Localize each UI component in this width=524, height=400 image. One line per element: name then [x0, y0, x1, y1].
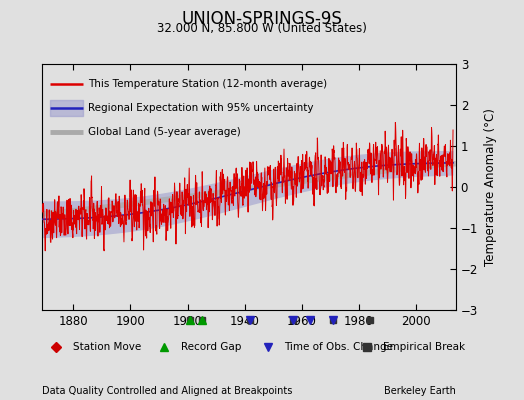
Text: This Temperature Station (12-month average): This Temperature Station (12-month avera…: [88, 79, 328, 89]
Text: 32.000 N, 85.800 W (United States): 32.000 N, 85.800 W (United States): [157, 22, 367, 35]
Text: UNION-SPRINGS-9S: UNION-SPRINGS-9S: [181, 10, 343, 28]
Text: Berkeley Earth: Berkeley Earth: [384, 386, 456, 396]
Text: Regional Expectation with 95% uncertainty: Regional Expectation with 95% uncertaint…: [88, 103, 314, 113]
Text: Global Land (5-year average): Global Land (5-year average): [88, 127, 241, 137]
Text: Time of Obs. Change: Time of Obs. Change: [284, 342, 393, 352]
Y-axis label: Temperature Anomaly (°C): Temperature Anomaly (°C): [484, 108, 497, 266]
Text: Station Move: Station Move: [73, 342, 141, 352]
Text: Data Quality Controlled and Aligned at Breakpoints: Data Quality Controlled and Aligned at B…: [42, 386, 292, 396]
Text: Record Gap: Record Gap: [181, 342, 241, 352]
Text: Empirical Break: Empirical Break: [384, 342, 465, 352]
